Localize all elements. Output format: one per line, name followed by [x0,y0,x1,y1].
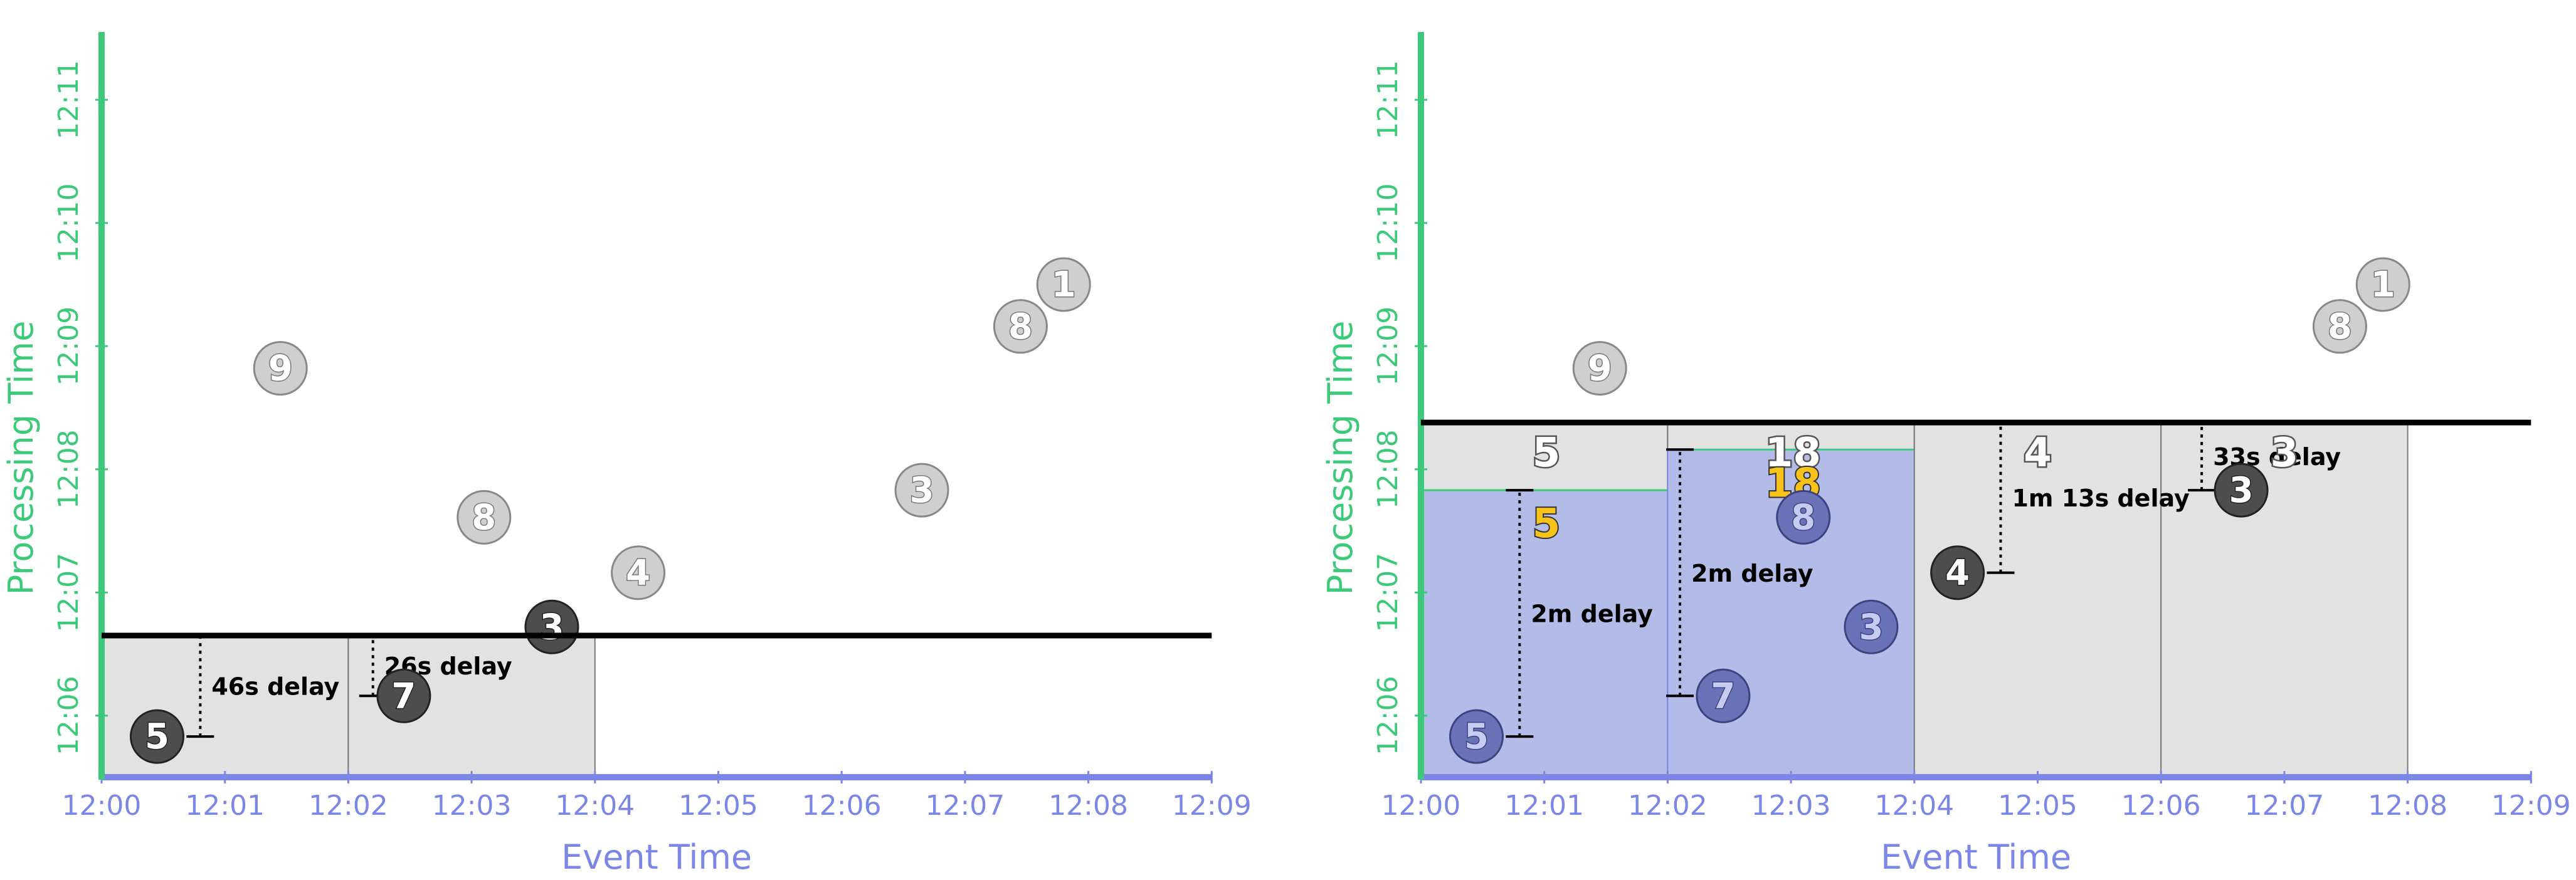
data-point-label: 5 [145,716,169,757]
x-tick-label: 12:08 [1048,790,1128,822]
x-tick-label: 12:05 [1998,790,2077,822]
pending-sum: 5 [1533,430,1561,476]
data-point-label: 1 [1052,265,1076,305]
x-tick-label: 12:03 [432,790,512,822]
y-tick-label: 12:11 [1372,60,1404,140]
data-point [253,341,308,396]
chart-panel-1: 12:00 12:01 12:02 12:03 12:04 12:05 12:06 12:07… [1,32,1252,877]
delay-label: 46s delay [211,673,339,701]
y-tick-label: 12:09 [1372,306,1404,386]
data-point-label: 7 [1711,676,1735,716]
x-tick-label: 12:04 [555,790,635,822]
x-tick-label: 12:06 [802,790,882,822]
x-tick-label: 12:02 [1628,790,1708,822]
pending-sum: 18 [1765,430,1821,476]
x-tick-label: 12:01 [1504,790,1584,822]
x-tick-label: 12:09 [2491,790,2571,822]
x-tick-label: 12:00 [1381,790,1461,822]
data-point-label: 8 [2328,306,2352,347]
delay-label: 2m delay [1531,600,1653,628]
data-point [1844,599,1899,654]
data-point-label: 3 [2229,470,2254,511]
x-axis-label: Event Time [561,837,752,877]
data-point-label: 8 [472,497,496,538]
y-axis-label: Processing Time [1321,321,1360,595]
data-point [993,299,1048,354]
data-point [2312,299,2367,354]
y-tick-label: 12:10 [1372,183,1404,263]
data-point-label: 3 [910,470,934,511]
data-point [457,490,512,545]
x-tick-label: 12:03 [1751,790,1831,822]
y-tick-label: 12:11 [53,60,85,140]
y-axis-label: Processing Time [1,321,41,595]
data-point [376,668,431,723]
data-point-label: 4 [1945,553,1970,594]
data-point-label: 3 [1859,607,1883,647]
chart-panel-2: 12:00 12:01 12:02 12:03 12:04 12:05 12:06 12:07… [1321,32,2571,877]
data-point [130,709,185,764]
data-point [524,599,579,654]
y-tick-label: 12:07 [1372,553,1404,632]
delay-label: 1m 13s delay [2012,485,2189,512]
x-axis-label: Event Time [1881,837,2071,877]
y-tick-label: 12:08 [53,429,85,509]
data-point [1930,545,1985,600]
x-tick-label: 12:07 [2244,790,2324,822]
data-point-label: 8 [1791,497,1815,538]
x-tick-label: 12:02 [309,790,388,822]
data-point [1776,490,1831,545]
x-tick-label: 12:09 [1172,790,1252,822]
pending-sum: 4 [2024,430,2052,476]
delay-label: 2m delay [1691,560,1813,587]
data-point [1036,257,1091,312]
data-point [2355,257,2410,312]
x-tick-label: 12:04 [1874,790,1954,822]
y-tick-label: 12:06 [53,676,85,755]
pending-sum: 3 [2271,430,2299,476]
data-point [2214,463,2269,518]
data-point [1449,709,1504,764]
x-tick-label: 12:07 [925,790,1005,822]
x-tick-label: 12:08 [2368,790,2447,822]
data-point-label: 4 [626,553,650,594]
y-tick-label: 12:07 [53,553,85,632]
data-point [1696,668,1751,723]
data-point [611,545,666,600]
x-tick-label: 12:05 [678,790,758,822]
window-result: 5 [1533,501,1561,547]
data-point-label: 5 [1464,716,1489,757]
data-point-label: 9 [268,348,293,389]
y-tick-label: 12:06 [1372,676,1404,755]
data-point-label: 3 [539,607,564,647]
data-point-label: 9 [1588,348,1612,389]
data-point-label: 1 [2371,265,2395,305]
data-point [894,463,949,518]
x-tick-label: 12:01 [185,790,265,822]
y-tick-label: 12:09 [53,306,85,386]
data-point-label: 8 [1008,306,1033,347]
x-tick-label: 12:06 [2121,790,2201,822]
y-tick-label: 12:08 [1372,429,1404,509]
y-tick-label: 12:10 [53,183,85,263]
data-point-label: 7 [391,676,416,716]
data-point [1572,341,1627,396]
x-tick-label: 12:00 [62,790,142,822]
